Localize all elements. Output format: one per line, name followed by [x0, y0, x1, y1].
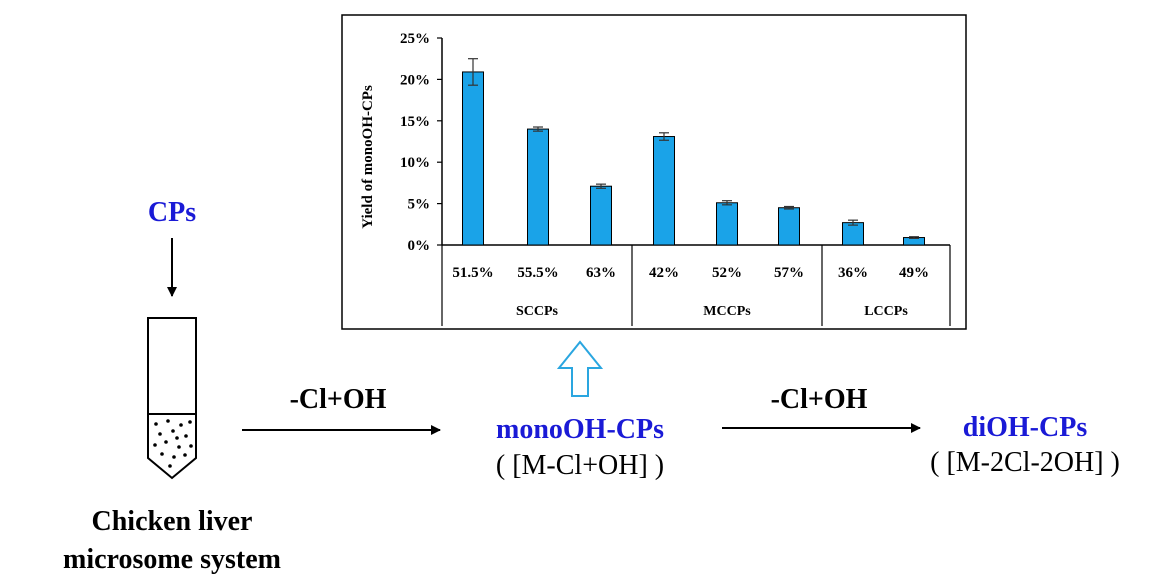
bar — [778, 207, 800, 246]
category-label: 42% — [649, 265, 679, 281]
product1-formula: ( [M-Cl+OH] ) — [496, 450, 664, 481]
chart-category-labels: 51.5% 55.5% 63% 42% 52% 57% 36% 49% SCCPs MCCPs LC… — [441, 245, 951, 326]
bar — [716, 202, 738, 246]
chart-bars — [462, 58, 925, 246]
yield-chart: Yield of monoOH-CPs 0% 5% 10% 15% 20% 25% 51.… — [341, 14, 967, 330]
chart-axes: 0% 5% 10% 15% 20% 25% — [400, 31, 950, 254]
category-label: 63% — [586, 265, 616, 281]
microsome-particles — [153, 419, 193, 468]
input-label: CPs — [148, 197, 196, 228]
group-label: LCCPs — [864, 304, 908, 319]
product2-formula: ( [M-2Cl-2OH] ) — [930, 447, 1120, 478]
y-tick-label: 15% — [400, 114, 430, 130]
category-label: 51.5% — [452, 265, 493, 281]
category-label: 36% — [838, 265, 868, 281]
y-tick-label: 25% — [400, 31, 430, 47]
group-label: SCCPs — [516, 304, 559, 319]
group-label: MCCPs — [703, 304, 751, 319]
bar — [842, 222, 864, 246]
step2-label: -Cl+OH — [771, 384, 868, 415]
product1-name: monoOH-CPs — [496, 414, 664, 445]
y-tick-label: 5% — [408, 197, 431, 213]
category-label: 49% — [899, 265, 929, 281]
product2-name: diOH-CPs — [963, 412, 1088, 443]
y-tick-label: 20% — [400, 72, 430, 88]
bar — [653, 136, 675, 246]
system-label-line2: microsome system — [63, 544, 281, 575]
y-tick-label: 0% — [408, 238, 431, 254]
bar — [590, 185, 612, 246]
category-label: 52% — [712, 265, 742, 281]
category-label: 55.5% — [517, 265, 558, 281]
step1-label: -Cl+OH — [290, 384, 387, 415]
chart-ylabel: Yield of monoOH-CPs — [360, 85, 376, 229]
system-label-line1: Chicken liver — [92, 506, 253, 537]
bar — [462, 71, 484, 246]
microsome-tube — [147, 317, 197, 480]
category-label: 57% — [774, 265, 804, 281]
hollow-up-arrow — [556, 340, 604, 397]
bar — [527, 128, 549, 246]
y-tick-label: 10% — [400, 155, 430, 171]
